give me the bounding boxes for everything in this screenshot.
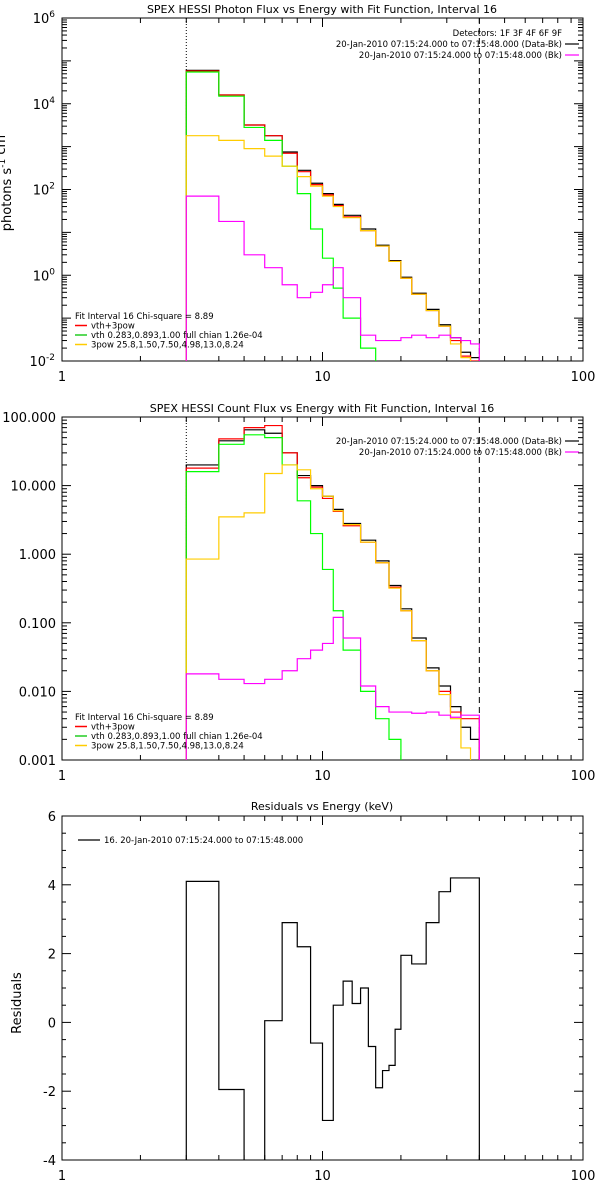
- residuals-title: Residuals vs Energy (keV): [251, 800, 393, 813]
- x-tick-label: 1: [58, 769, 66, 784]
- y-tick-label: -2: [43, 1085, 56, 1100]
- y-tick-label: 0.010: [19, 685, 56, 700]
- fit-label: vth+3pow: [91, 723, 135, 733]
- x-tick-label: 100: [571, 1169, 596, 1184]
- info-label: 20-Jan-2010 07:15:24.000 to 07:15:48.000…: [336, 437, 562, 447]
- x-tick-label: 10: [314, 769, 331, 784]
- y-tick-label: 0.100: [19, 617, 56, 632]
- fit-label: Fit Interval 16 Chi-square = 8.89: [75, 312, 214, 322]
- fit-label: Fit Interval 16 Chi-square = 8.89: [75, 713, 214, 723]
- y-tick-label: 100: [33, 267, 56, 284]
- info-label: 20-Jan-2010 07:15:24.000 to 07:15:48.000…: [359, 448, 562, 458]
- photon-flux-ylabel: photons s-1 cm-2 keV-1: [0, 89, 15, 231]
- fit-label: vth+3pow: [91, 322, 135, 332]
- x-tick-label: 100: [571, 370, 596, 385]
- series-red-line: [185, 70, 480, 361]
- residuals-panel: Residuals vs Energy (keV) Residuals 1 10 1…: [10, 800, 595, 1184]
- plot-frame: [61, 416, 584, 761]
- info-label: Detectors: 1F 3F 4F 6F 9F: [453, 29, 562, 39]
- y-tick-label: -4: [43, 1154, 56, 1169]
- x-tick-label: 10: [314, 370, 331, 385]
- y-tick-label: 1.000: [19, 548, 56, 563]
- x-tick-label: 1: [58, 1169, 66, 1184]
- fit-label: vth 0.283,0.893,1.00 full chian 1.26e-04: [91, 331, 263, 341]
- series-black-line: [185, 69, 480, 361]
- y-tick-label: 6: [48, 810, 56, 825]
- x-tick-label: 100: [571, 769, 596, 784]
- plot-area: [185, 424, 480, 760]
- y-tick-label: 100.000: [2, 411, 56, 426]
- x-tick-label: 10: [314, 1169, 331, 1184]
- y-tick-label: 0: [48, 1016, 56, 1031]
- fit-label: 3pow 25.8,1.50,7.50,4.98,13.0,8.24: [91, 742, 244, 752]
- series-magenta-line: [185, 616, 480, 760]
- fit-label: vth 0.283,0.893,1.00 full chian 1.26e-04: [91, 732, 263, 742]
- legend-label: 16. 20-Jan-2010 07:15:24.000 to 07:15:48…: [104, 836, 303, 846]
- y-tick-label: 10.000: [11, 480, 57, 495]
- y-tick-label: 102: [33, 182, 55, 199]
- y-tick-label: 4: [48, 879, 56, 894]
- plot-area: [185, 69, 480, 361]
- x-tick-label: 1: [58, 370, 66, 385]
- fit-label: 3pow 25.8,1.50,7.50,4.98,13.0,8.24: [91, 341, 244, 351]
- series-yellow-line: [185, 464, 472, 760]
- info-label: 20-Jan-2010 07:15:24.000 to 07:15:48.000…: [336, 40, 562, 50]
- count-flux-title: SPEX HESSI Count Flux vs Energy with Fit…: [150, 402, 494, 415]
- series-black-line: [185, 877, 480, 1160]
- photon-flux-panel: SPEX HESSI Photon Flux vs Energy with Fi…: [0, 3, 596, 385]
- photon-flux-title: SPEX HESSI Photon Flux vs Energy with Fi…: [147, 3, 497, 16]
- y-tick-label: 104: [33, 96, 56, 113]
- info-label: 20-Jan-2010 07:15:24.000 to 07:15:48.000…: [359, 51, 562, 61]
- y-tick-label: 10-2: [29, 353, 55, 370]
- y-tick-label: 2: [48, 948, 56, 963]
- y-tick-label: 106: [33, 10, 56, 27]
- y-tick-label: 0.001: [19, 754, 56, 769]
- plot-area: [185, 877, 480, 1160]
- residuals-ylabel: Residuals: [10, 972, 25, 1034]
- count-flux-panel: SPEX HESSI Count Flux vs Energy with Fit…: [2, 402, 596, 784]
- series-magenta-line: [185, 195, 480, 361]
- series-yellow-line: [185, 135, 472, 361]
